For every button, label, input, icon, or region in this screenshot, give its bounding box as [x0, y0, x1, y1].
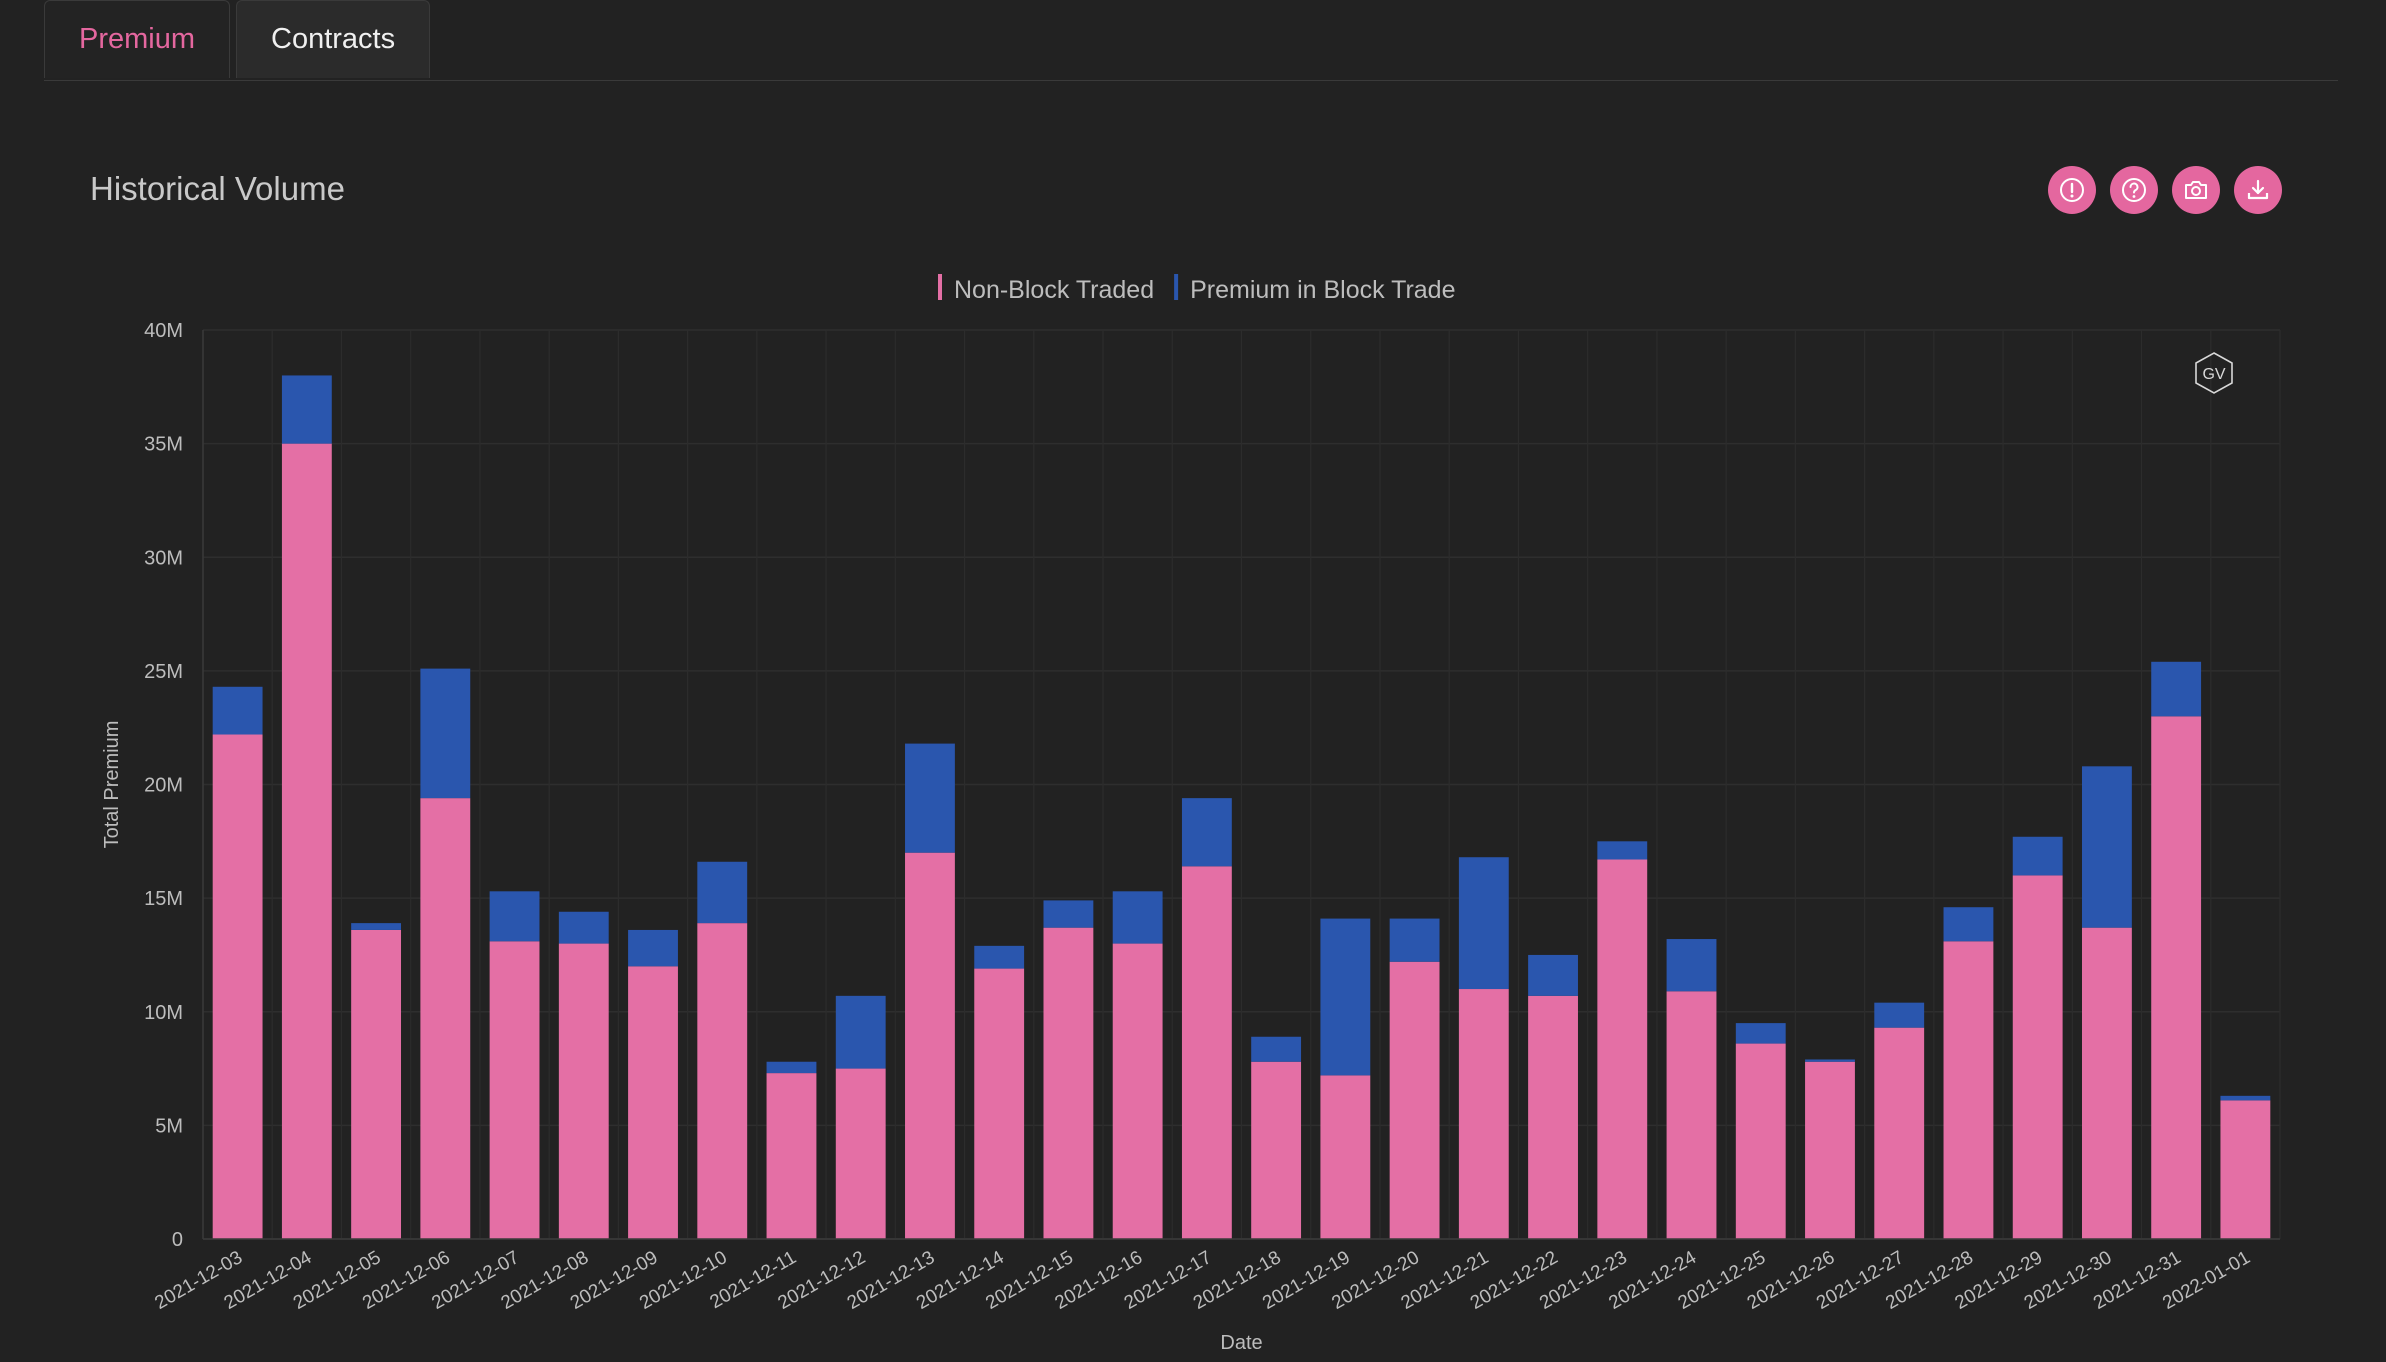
bar-premium-in-block-trade[interactable]: [697, 861, 748, 924]
help-button[interactable]: [2110, 166, 2158, 214]
bar-non-block-traded[interactable]: [766, 1073, 817, 1239]
bar-premium-in-block-trade[interactable]: [1320, 918, 1371, 1076]
bar-non-block-traded[interactable]: [489, 941, 540, 1239]
bar-premium-in-block-trade[interactable]: [835, 995, 886, 1069]
bar-premium-in-block-trade[interactable]: [1597, 841, 1648, 860]
bar-non-block-traded[interactable]: [1666, 991, 1717, 1239]
bar-premium-in-block-trade[interactable]: [2081, 766, 2132, 928]
bar-non-block-traded[interactable]: [1320, 1075, 1371, 1239]
legend-item-premium-in-block-trade[interactable]: Premium in Block Trade: [1190, 276, 1455, 304]
bar-non-block-traded[interactable]: [1043, 927, 1094, 1239]
bar-premium-in-block-trade[interactable]: [1251, 1036, 1302, 1062]
bar-non-block-traded[interactable]: [1805, 1061, 1855, 1239]
page-title: Historical Volume: [90, 170, 345, 207]
bar-premium-in-block-trade[interactable]: [489, 891, 540, 942]
y-tick-label: 25M: [144, 661, 183, 683]
bar-non-block-traded[interactable]: [835, 1068, 886, 1239]
bar-premium-in-block-trade[interactable]: [420, 668, 471, 799]
info-button[interactable]: [2048, 166, 2096, 214]
bar-non-block-traded[interactable]: [628, 966, 678, 1239]
bar-premium-in-block-trade[interactable]: [1528, 954, 1578, 996]
chart-grid: [202, 329, 2281, 1240]
legend-swatch: [1174, 274, 1179, 300]
bar-non-block-traded[interactable]: [1943, 941, 1994, 1239]
y-tick-label: 10M: [144, 1002, 183, 1024]
camera-icon: [2185, 181, 2207, 199]
bar-premium-in-block-trade[interactable]: [1112, 891, 1163, 944]
bar-non-block-traded[interactable]: [1458, 989, 1509, 1239]
y-tick-label: 0: [172, 1229, 183, 1251]
bar-non-block-traded[interactable]: [420, 798, 471, 1239]
chart-legend: Non-Block Traded Premium in Block Trade: [938, 274, 1455, 304]
bar-premium-in-block-trade[interactable]: [1181, 798, 1232, 867]
bar-premium-in-block-trade[interactable]: [1389, 918, 1440, 962]
watermark-logo: GV: [2195, 352, 2233, 394]
bar-non-block-traded[interactable]: [212, 734, 263, 1239]
x-axis-ticks: 2021-12-032021-12-042021-12-052021-12-06…: [151, 1247, 2253, 1314]
bar-non-block-traded[interactable]: [558, 943, 609, 1239]
x-axis-label: Date: [1220, 1332, 1262, 1354]
bar-non-block-traded[interactable]: [974, 968, 1025, 1239]
download-button[interactable]: [2234, 166, 2282, 214]
legend-item-non-block-traded[interactable]: Non-Block Traded: [954, 276, 1154, 304]
bar-non-block-traded[interactable]: [905, 852, 955, 1239]
bar-non-block-traded[interactable]: [1597, 859, 1648, 1239]
bar-premium-in-block-trade[interactable]: [1805, 1059, 1855, 1062]
y-tick-label: 20M: [144, 775, 183, 797]
bar-premium-in-block-trade[interactable]: [281, 375, 332, 444]
bar-premium-in-block-trade[interactable]: [1874, 1002, 1925, 1028]
watermark-hexagon: [2195, 352, 2233, 394]
bar-non-block-traded[interactable]: [1251, 1061, 1302, 1239]
bar-premium-in-block-trade[interactable]: [2012, 836, 2063, 876]
bar-non-block-traded[interactable]: [2081, 927, 2132, 1239]
bar-premium-in-block-trade[interactable]: [974, 945, 1025, 969]
bar-non-block-traded[interactable]: [1528, 995, 1578, 1239]
bar-non-block-traded[interactable]: [2220, 1100, 2271, 1239]
bar-premium-in-block-trade[interactable]: [1943, 907, 1994, 942]
bar-premium-in-block-trade[interactable]: [2151, 661, 2202, 717]
chart-bars: [212, 375, 2271, 1239]
info-icon: [2060, 178, 2084, 202]
y-axis-label: Total Premium: [101, 721, 123, 849]
bar-premium-in-block-trade[interactable]: [905, 743, 955, 853]
bar-premium-in-block-trade[interactable]: [1458, 857, 1509, 990]
chart-toolbar: [2048, 166, 2282, 214]
bar-premium-in-block-trade[interactable]: [1666, 939, 1717, 992]
y-tick-label: 40M: [144, 320, 183, 342]
y-tick-label: 5M: [155, 1115, 183, 1137]
bar-non-block-traded[interactable]: [1874, 1027, 1925, 1239]
y-tick-label: 15M: [144, 888, 183, 910]
y-tick-label: 30M: [144, 547, 183, 569]
bar-non-block-traded[interactable]: [351, 929, 402, 1239]
bar-premium-in-block-trade[interactable]: [766, 1061, 817, 1074]
bar-premium-in-block-trade[interactable]: [558, 911, 609, 944]
legend-swatch: [938, 274, 942, 300]
bar-premium-in-block-trade[interactable]: [628, 929, 678, 967]
screenshot-button[interactable]: [2172, 166, 2220, 214]
watermark-text: GV: [2202, 366, 2225, 383]
tab-divider: [44, 80, 2338, 81]
bar-premium-in-block-trade[interactable]: [1043, 900, 1094, 928]
tab-premium[interactable]: Premium: [44, 0, 231, 78]
bar-premium-in-block-trade[interactable]: [212, 686, 263, 735]
bar-non-block-traded[interactable]: [281, 443, 332, 1239]
bar-non-block-traded[interactable]: [1389, 961, 1440, 1239]
tab-bar: Premium Contracts: [44, 0, 431, 82]
tab-contracts[interactable]: Contracts: [236, 0, 431, 78]
y-axis-ticks: 0 5M 10M 15M 20M 25M 30M 35M 40M: [144, 320, 183, 1251]
bar-premium-in-block-trade[interactable]: [351, 923, 402, 930]
help-icon: [2122, 178, 2146, 202]
download-icon: [2247, 179, 2269, 200]
bar-non-block-traded[interactable]: [2151, 716, 2202, 1239]
bar-premium-in-block-trade[interactable]: [1735, 1023, 1786, 1044]
y-tick-label: 35M: [144, 434, 183, 456]
bar-non-block-traded[interactable]: [1735, 1043, 1786, 1239]
bar-non-block-traded[interactable]: [2012, 875, 2063, 1239]
bar-non-block-traded[interactable]: [1112, 943, 1163, 1239]
bar-non-block-traded[interactable]: [1181, 866, 1232, 1239]
bar-non-block-traded[interactable]: [697, 923, 748, 1239]
bar-premium-in-block-trade[interactable]: [2220, 1095, 2271, 1101]
